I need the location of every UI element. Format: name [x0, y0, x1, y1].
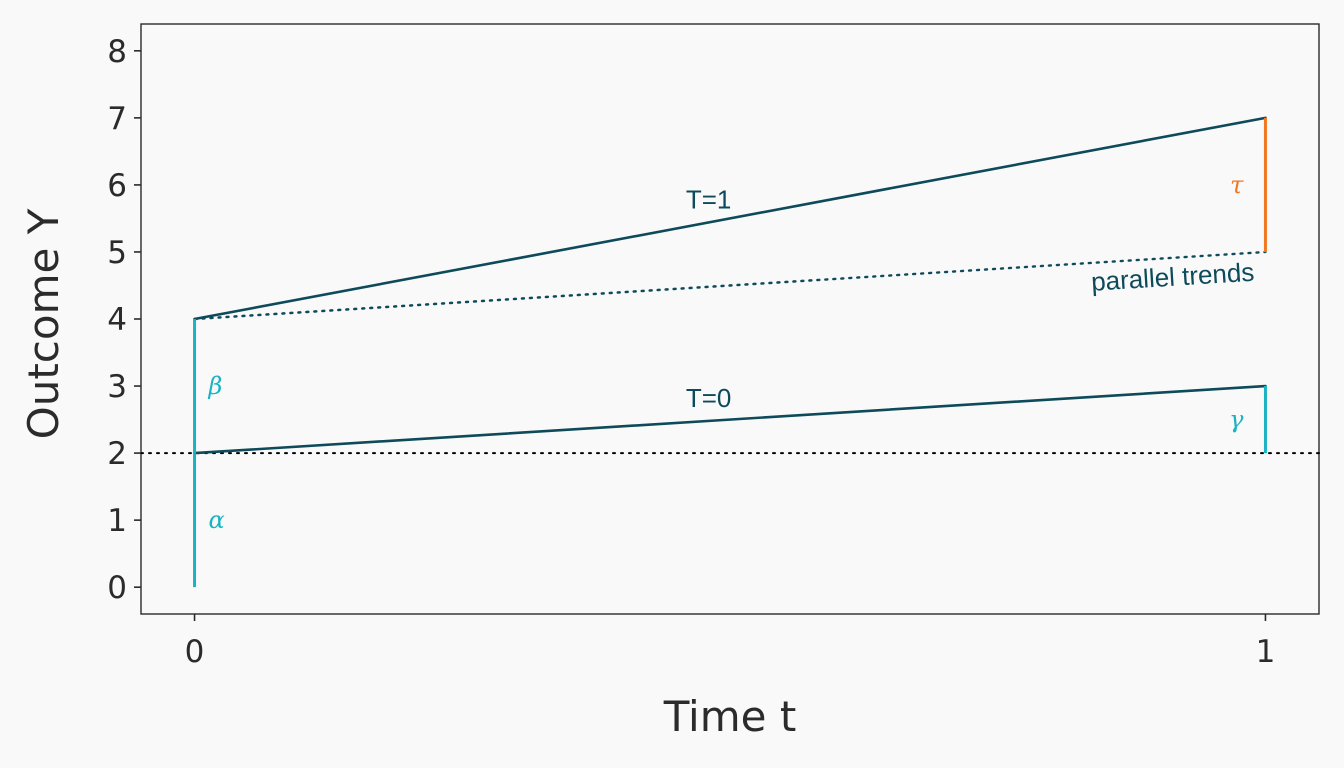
- series-line-parallel-trends: [193, 250, 1267, 321]
- segment-label-0: α: [209, 506, 225, 534]
- x-axis-title: Time t: [663, 692, 797, 741]
- y-tick-label-1: 1: [107, 503, 127, 539]
- segment-label-2: γ: [1229, 406, 1244, 434]
- y-tick-label-5: 5: [107, 235, 127, 271]
- y-tick-label-7: 7: [107, 101, 127, 137]
- series-label-t-1: T=1: [686, 184, 732, 214]
- series-line-t-1: [193, 116, 1267, 321]
- y-axis-title: Outcome Y: [19, 208, 68, 439]
- series-label-t-0: T=0: [686, 383, 732, 413]
- y-tick-label-0: 0: [107, 570, 127, 606]
- segment-label-3: τ: [1230, 171, 1244, 199]
- segment-label-1: β: [208, 372, 223, 400]
- y-tick-label-4: 4: [107, 302, 127, 338]
- y-tick-label-8: 8: [107, 34, 127, 70]
- plot-panel: [140, 23, 1320, 615]
- x-tick-label-1: 1: [1256, 634, 1276, 670]
- series-line-t-0: [193, 384, 1267, 455]
- y-tick-label-3: 3: [107, 369, 127, 405]
- x-tick-label-0: 0: [185, 634, 205, 670]
- y-tick-label-6: 6: [107, 168, 127, 204]
- axes: 0 1 2 3 4 5 6 7 8 0 1: [107, 34, 1275, 670]
- y-tick-label-2: 2: [107, 436, 127, 472]
